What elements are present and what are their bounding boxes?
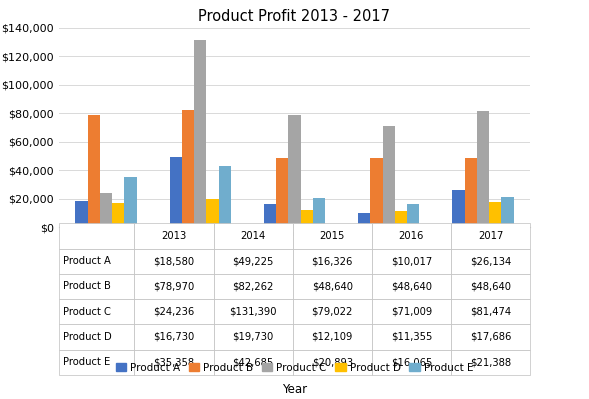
Bar: [383, 126, 395, 227]
Bar: [75, 201, 88, 227]
Bar: [489, 202, 501, 227]
Bar: [264, 204, 276, 227]
Bar: [100, 193, 112, 227]
Bar: [370, 158, 383, 227]
Bar: [276, 158, 289, 227]
Bar: [407, 204, 419, 227]
Title: Product Profit 2013 - 2017: Product Profit 2013 - 2017: [198, 9, 391, 24]
Bar: [289, 115, 300, 227]
Bar: [313, 198, 325, 227]
Bar: [182, 110, 194, 227]
Bar: [112, 203, 124, 227]
Bar: [170, 157, 182, 227]
Bar: [452, 190, 465, 227]
Bar: [124, 177, 137, 227]
Bar: [194, 40, 206, 227]
Text: Year: Year: [282, 383, 307, 396]
Bar: [88, 115, 100, 227]
Bar: [477, 111, 489, 227]
Bar: [300, 210, 313, 227]
Bar: [358, 213, 370, 227]
Bar: [206, 199, 219, 227]
Bar: [465, 158, 477, 227]
Bar: [395, 211, 407, 227]
Legend: Product A, Product B, Product C, Product D, Product E: Product A, Product B, Product C, Product…: [116, 363, 473, 373]
Bar: [219, 166, 231, 227]
Bar: [501, 197, 514, 227]
